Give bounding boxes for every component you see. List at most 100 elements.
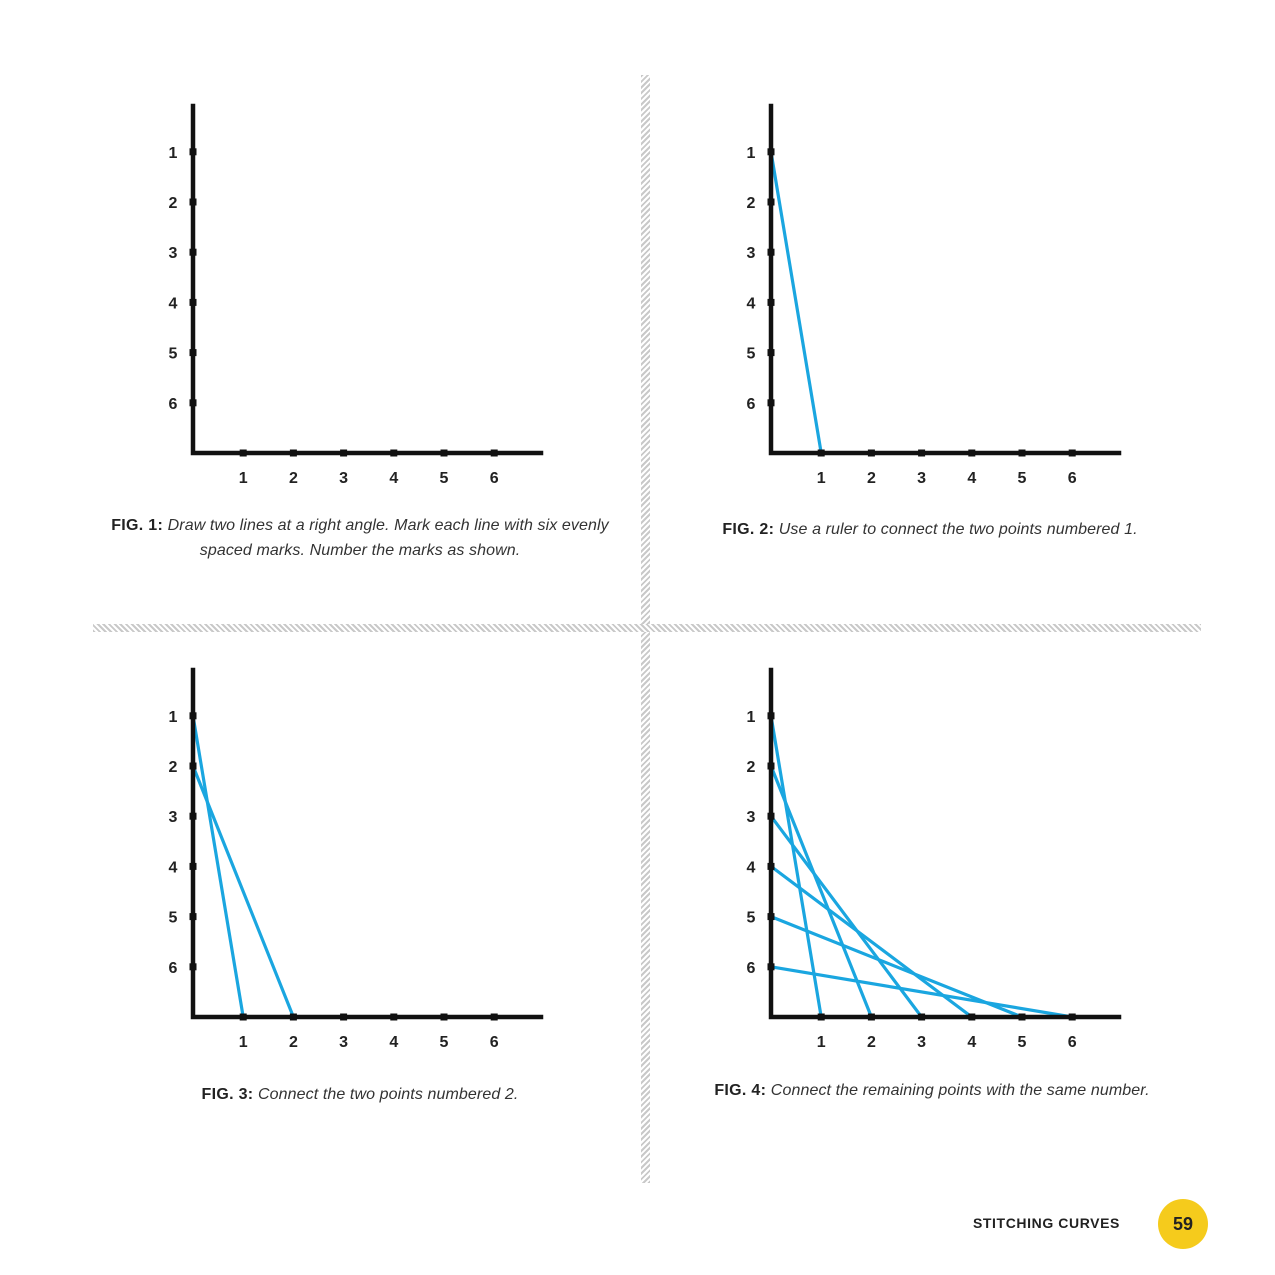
x-label-6: 6 (490, 470, 499, 487)
x-tick-2 (867, 449, 875, 457)
x-tick-6 (1068, 449, 1076, 457)
y-tick-6 (189, 399, 197, 407)
y-label-4: 4 (169, 295, 178, 312)
figure-1-caption-label: FIG. 1: (111, 517, 164, 534)
x-label-1: 1 (239, 470, 248, 487)
x-label-2: 2 (867, 1034, 876, 1051)
x-label-6: 6 (1068, 470, 1077, 487)
x-label-3: 3 (339, 1034, 348, 1051)
x-label-4: 4 (967, 1034, 976, 1051)
figure-1-caption: FIG. 1: Draw two lines at a right angle.… (100, 513, 620, 563)
y-tick-6 (767, 963, 775, 971)
figure-1: 1 2 3 4 5 6 1 2 3 4 5 6 (169, 103, 544, 487)
x-tick-2 (289, 449, 297, 457)
y-tick-1 (767, 148, 775, 156)
x-label-4: 4 (389, 470, 398, 487)
figure-4-caption-label: FIG. 4: (714, 1082, 767, 1099)
x-tick-4 (968, 449, 976, 457)
axes (190, 103, 544, 456)
y-label-1: 1 (747, 145, 756, 162)
y-label-3: 3 (169, 809, 178, 826)
x-label-5: 5 (1018, 1034, 1027, 1051)
x-label-4: 4 (389, 1034, 398, 1051)
string-line-4 (769, 864, 974, 1019)
x-tick-3 (340, 1013, 348, 1021)
y-tick-3 (189, 812, 197, 820)
x-tick-3 (340, 449, 348, 457)
x-tick-6 (490, 1013, 498, 1021)
x-label-1: 1 (817, 470, 826, 487)
y-tick-6 (189, 963, 197, 971)
x-label-2: 2 (289, 470, 298, 487)
y-tick-1 (767, 712, 775, 720)
y-label-3: 3 (747, 245, 756, 262)
string-line-2 (191, 764, 295, 1019)
y-tick-2 (189, 762, 197, 770)
x-tick-4 (390, 1013, 398, 1021)
x-label-5: 5 (440, 1034, 449, 1051)
y-label-5: 5 (169, 910, 178, 927)
y-label-3: 3 (169, 245, 178, 262)
figure-2: 1 2 3 4 5 6 1 2 3 4 5 6 (747, 103, 1122, 487)
page-number-badge: 59 (1158, 1199, 1208, 1249)
y-label-5: 5 (747, 346, 756, 363)
y-tick-1 (189, 712, 197, 720)
x-label-3: 3 (917, 470, 926, 487)
y-tick-3 (767, 248, 775, 256)
x-label-3: 3 (917, 1034, 926, 1051)
string-line-1 (769, 714, 823, 1019)
page-number: 59 (1172, 1213, 1194, 1234)
x-tick-1 (817, 449, 825, 457)
y-label-4: 4 (169, 859, 178, 876)
x-label-1: 1 (817, 1034, 826, 1051)
y-label-6: 6 (747, 960, 756, 977)
y-label-2: 2 (169, 195, 178, 212)
figure-3-caption-text: Connect the two points numbered 2. (257, 1086, 519, 1103)
figure-4-caption: FIG. 4: Connect the remaining points wit… (672, 1078, 1192, 1103)
axes (768, 667, 1122, 1020)
y-label-6: 6 (169, 396, 178, 413)
x-label-4: 4 (967, 470, 976, 487)
figure-2-caption: FIG. 2: Use a ruler to connect the two p… (680, 517, 1180, 542)
x-label-3: 3 (339, 470, 348, 487)
x-tick-4 (390, 449, 398, 457)
x-tick-2 (289, 1013, 297, 1021)
y-tick-6 (767, 399, 775, 407)
y-tick-5 (189, 349, 197, 357)
x-label-2: 2 (867, 470, 876, 487)
x-tick-3 (918, 1013, 926, 1021)
y-tick-4 (767, 862, 775, 870)
figure-4: 1 2 3 4 5 6 1 2 3 4 5 6 (747, 667, 1122, 1051)
y-label-4: 4 (747, 295, 756, 312)
y-label-1: 1 (747, 709, 756, 726)
y-label-5: 5 (169, 346, 178, 363)
y-tick-3 (189, 248, 197, 256)
figure-3: 1 2 3 4 5 6 1 2 3 4 5 6 (169, 667, 544, 1051)
y-label-2: 2 (169, 759, 178, 776)
figure-3-caption-label: FIG. 3: (201, 1086, 254, 1103)
y-tick-2 (767, 198, 775, 206)
y-label-2: 2 (747, 195, 756, 212)
x-tick-6 (490, 449, 498, 457)
y-label-2: 2 (747, 759, 756, 776)
y-tick-5 (767, 913, 775, 921)
x-tick-5 (440, 1013, 448, 1021)
section-title: STITCHING CURVES (972, 1215, 1120, 1231)
x-tick-1 (817, 1013, 825, 1021)
y-tick-4 (189, 298, 197, 306)
x-tick-4 (968, 1013, 976, 1021)
horizontal-divider (93, 624, 1201, 632)
x-tick-3 (918, 449, 926, 457)
y-label-6: 6 (169, 960, 178, 977)
figure-4-caption-text: Connect the remaining points with the sa… (770, 1082, 1150, 1099)
y-tick-1 (189, 148, 197, 156)
y-tick-5 (767, 349, 775, 357)
figure-2-caption-text: Use a ruler to connect the two points nu… (778, 521, 1138, 538)
x-tick-1 (239, 449, 247, 457)
y-tick-4 (767, 298, 775, 306)
x-tick-5 (1018, 449, 1026, 457)
x-label-1: 1 (239, 1034, 248, 1051)
y-label-4: 4 (747, 859, 756, 876)
string-line-2 (769, 764, 874, 1019)
y-tick-5 (189, 913, 197, 921)
